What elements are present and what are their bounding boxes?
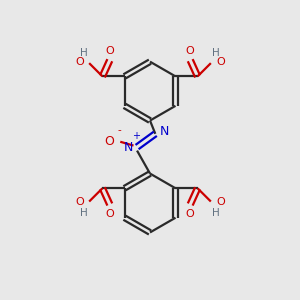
Text: O: O	[75, 57, 84, 67]
Text: H: H	[212, 208, 220, 218]
Text: N: N	[124, 141, 133, 154]
Text: -: -	[118, 125, 121, 135]
Text: O: O	[186, 46, 195, 56]
Text: O: O	[186, 209, 195, 219]
Text: H: H	[80, 208, 88, 218]
Text: O: O	[75, 197, 84, 207]
Text: O: O	[105, 209, 114, 219]
Text: O: O	[104, 135, 114, 148]
Text: H: H	[80, 48, 88, 58]
Text: H: H	[212, 48, 220, 58]
Text: O: O	[216, 197, 225, 207]
Text: +: +	[133, 130, 140, 141]
Text: O: O	[216, 57, 225, 67]
Text: O: O	[105, 46, 114, 56]
Text: N: N	[159, 125, 169, 138]
